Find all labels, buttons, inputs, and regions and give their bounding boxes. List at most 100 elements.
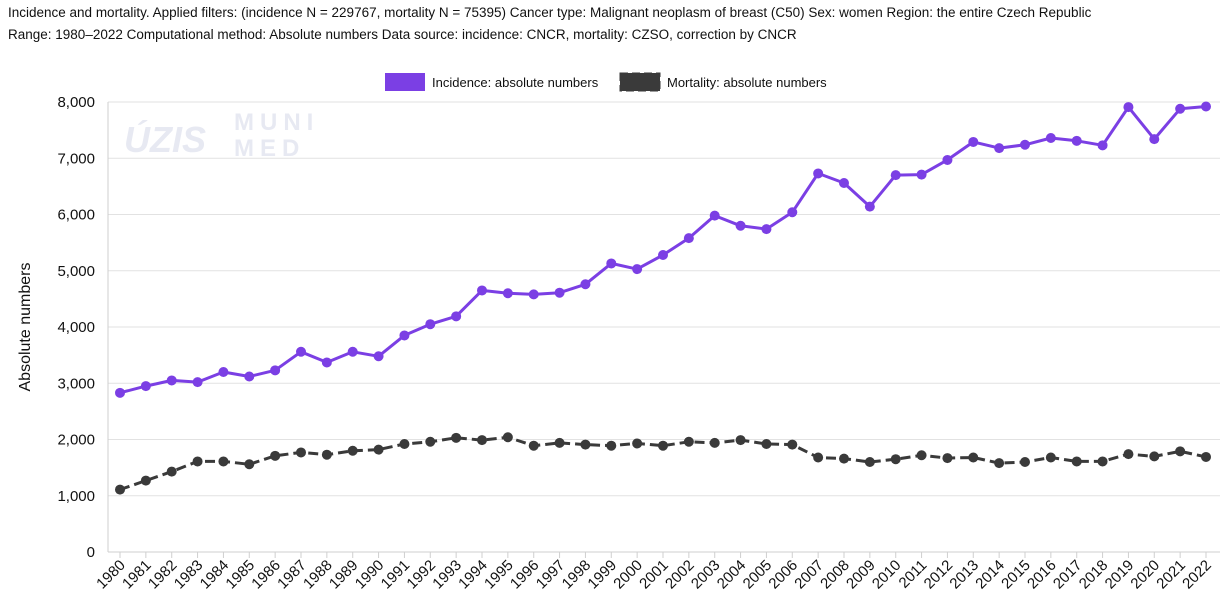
- mortality-point[interactable]: [218, 456, 229, 467]
- incidence-point[interactable]: [296, 346, 306, 357]
- mortality-point[interactable]: [554, 437, 565, 448]
- incidence-point[interactable]: [554, 287, 565, 298]
- incidence-point[interactable]: [1123, 102, 1134, 113]
- mortality-point[interactable]: [502, 432, 513, 443]
- mortality-point[interactable]: [1020, 457, 1030, 467]
- watermark: ÚZIS MUNI MED: [124, 109, 319, 162]
- incidence-point[interactable]: [606, 258, 617, 269]
- legend-label-mortality[interactable]: Mortality: absolute numbers: [667, 75, 827, 90]
- mortality-point[interactable]: [606, 440, 617, 451]
- incidence-point[interactable]: [1045, 133, 1056, 143]
- mortality-point[interactable]: [632, 438, 643, 449]
- incidence-point[interactable]: [270, 365, 281, 376]
- incidence-point[interactable]: [864, 201, 875, 212]
- mortality-point[interactable]: [192, 456, 203, 467]
- mortality-point[interactable]: [1097, 456, 1108, 467]
- mortality-point[interactable]: [1123, 449, 1134, 460]
- incidence-point[interactable]: [528, 289, 539, 300]
- incidence-point[interactable]: [632, 264, 643, 275]
- mortality-point[interactable]: [244, 459, 255, 470]
- mortality-point[interactable]: [683, 436, 694, 447]
- mortality-point[interactable]: [968, 452, 979, 463]
- mortality-point[interactable]: [425, 436, 436, 447]
- uzis-logo: ÚZIS: [124, 119, 206, 160]
- mortality-point[interactable]: [890, 454, 901, 465]
- incidence-point[interactable]: [166, 375, 177, 386]
- series-layer: [115, 101, 1211, 495]
- mortality-point[interactable]: [580, 439, 591, 450]
- incidence-point[interactable]: [890, 170, 901, 181]
- incidence-point[interactable]: [1020, 139, 1030, 150]
- incidence-point[interactable]: [1149, 134, 1160, 145]
- incidence-point[interactable]: [709, 210, 720, 221]
- legend-label-incidence[interactable]: Incidence: absolute numbers: [432, 75, 599, 90]
- mortality-point[interactable]: [140, 475, 151, 486]
- mortality-point[interactable]: [115, 484, 125, 495]
- mortality-point[interactable]: [321, 449, 332, 460]
- mortality-point[interactable]: [787, 439, 798, 450]
- incidence-point[interactable]: [399, 330, 410, 341]
- incidence-point[interactable]: [813, 168, 824, 179]
- muni-logo: MUNI: [234, 109, 319, 136]
- chart-header: Incidence and mortality. Applied filters…: [8, 2, 1223, 46]
- incidence-point[interactable]: [942, 154, 953, 165]
- incidence-point[interactable]: [451, 311, 462, 322]
- mortality-point[interactable]: [761, 439, 772, 449]
- mortality-point[interactable]: [942, 453, 953, 464]
- mortality-point[interactable]: [735, 435, 746, 446]
- incidence-point[interactable]: [580, 279, 591, 290]
- mortality-point[interactable]: [1175, 446, 1186, 457]
- incidence-point[interactable]: [658, 250, 668, 260]
- incidence-point[interactable]: [321, 357, 332, 368]
- mortality-point[interactable]: [916, 450, 927, 461]
- y-tick-label: 5,000: [57, 263, 95, 280]
- mortality-point[interactable]: [813, 452, 824, 463]
- legend-swatch-incidence[interactable]: [385, 73, 425, 91]
- mortality-point[interactable]: [296, 447, 306, 458]
- incidence-point[interactable]: [994, 143, 1005, 154]
- legend: Incidence: absolute numbers Mortality: ab…: [385, 72, 827, 92]
- incidence-point[interactable]: [683, 233, 694, 244]
- y-axis-label: Absolute numbers: [17, 263, 34, 392]
- incidence-point[interactable]: [140, 381, 151, 392]
- mortality-point[interactable]: [1201, 451, 1211, 462]
- incidence-point[interactable]: [218, 367, 229, 377]
- mortality-point[interactable]: [1045, 452, 1056, 463]
- mortality-point[interactable]: [477, 435, 487, 446]
- mortality-point[interactable]: [166, 466, 177, 477]
- mortality-point[interactable]: [528, 440, 539, 451]
- mortality-point[interactable]: [658, 440, 668, 451]
- incidence-point[interactable]: [968, 136, 979, 147]
- incidence-point[interactable]: [477, 285, 487, 296]
- mortality-point[interactable]: [994, 458, 1005, 469]
- incidence-point[interactable]: [1071, 135, 1082, 146]
- mortality-point[interactable]: [709, 437, 720, 448]
- incidence-point[interactable]: [192, 377, 203, 388]
- x-tick-label: 2022: [1179, 557, 1215, 593]
- incidence-point[interactable]: [735, 220, 746, 231]
- mortality-point[interactable]: [839, 453, 849, 464]
- incidence-point[interactable]: [761, 224, 772, 235]
- mortality-point[interactable]: [1071, 456, 1082, 467]
- incidence-point[interactable]: [502, 288, 513, 299]
- mortality-point[interactable]: [864, 457, 875, 467]
- incidence-point[interactable]: [347, 346, 358, 357]
- incidence-point[interactable]: [244, 371, 255, 382]
- incidence-point[interactable]: [1097, 140, 1108, 151]
- incidence-point[interactable]: [916, 169, 927, 180]
- incidence-point[interactable]: [839, 178, 849, 188]
- incidence-point[interactable]: [1175, 103, 1186, 114]
- incidence-point[interactable]: [115, 387, 125, 398]
- mortality-point[interactable]: [373, 444, 384, 455]
- mortality-point[interactable]: [270, 450, 281, 461]
- med-logo: MED: [234, 135, 305, 162]
- mortality-point[interactable]: [1149, 451, 1160, 462]
- incidence-point[interactable]: [425, 319, 436, 330]
- mortality-point[interactable]: [347, 445, 358, 456]
- mortality-point[interactable]: [451, 432, 462, 443]
- incidence-point[interactable]: [787, 207, 798, 218]
- incidence-point[interactable]: [373, 351, 384, 362]
- incidence-point[interactable]: [1201, 101, 1211, 112]
- legend-swatch-mortality[interactable]: [619, 72, 661, 92]
- mortality-point[interactable]: [399, 439, 410, 449]
